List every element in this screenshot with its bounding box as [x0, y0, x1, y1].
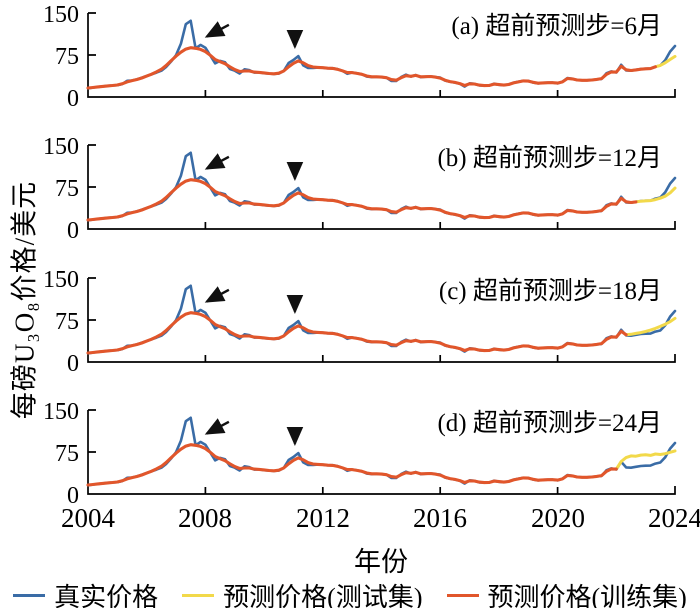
legend-label-train-pred: 预测价格(训练集) [487, 583, 687, 608]
test-prediction-swatch [182, 594, 215, 597]
y-tick-label: 0 [67, 218, 79, 244]
y-tick-label: 150 [43, 2, 79, 28]
panel-label: (a) 超前预测步=6月 [451, 12, 662, 40]
annotation-arrow-slant [204, 286, 230, 303]
y-tick-label: 150 [43, 267, 79, 293]
y-tick-label: 150 [43, 134, 79, 160]
train-prediction-line [86, 178, 638, 222]
x-tick-2012: 2012 [296, 503, 350, 533]
legend-label-actual: 真实价格 [54, 583, 159, 608]
y-tick-label: 75 [55, 44, 79, 70]
x-axis-title: 年份 [354, 547, 408, 577]
x-tick-2004: 2004 [61, 503, 115, 533]
axes [87, 144, 676, 230]
y-tick-label: 75 [55, 309, 79, 335]
y-tick-label: 0 [67, 483, 79, 509]
panel-b-chart: 0 75 150 (b) 超前预测步=12月 [43, 134, 677, 244]
panel-c-chart: 0 75 150 (c) 超前预测步=18月 [43, 267, 677, 377]
legend-label-test-pred: 预测价格(测试集) [223, 583, 423, 608]
legend-item-test-pred: 预测价格(测试集) [182, 577, 423, 608]
train-prediction-line [86, 443, 618, 487]
legend: 真实价格 预测价格(测试集) 预测价格(训练集) [0, 577, 700, 608]
axes [87, 12, 676, 98]
x-tick-2008: 2008 [178, 503, 232, 533]
y-tick-label: 0 [67, 86, 79, 112]
y-tick-label: 150 [43, 399, 79, 425]
x-tick-2020: 2020 [531, 503, 585, 533]
panel-a-chart: 0 75 150 (a) 超前预测步=6月 [43, 2, 677, 112]
x-tick-2016: 2016 [413, 503, 467, 533]
test-prediction-line [614, 449, 677, 471]
annotation-arrow-slant [204, 418, 230, 435]
panel-d-chart: 0 75 150 (d) 超前预测步=24月 [43, 399, 677, 509]
test-prediction-line [634, 186, 677, 204]
train-prediction-swatch [446, 594, 479, 597]
panel-label: (d) 超前预测步=24月 [437, 409, 662, 437]
test-prediction-line [653, 54, 677, 69]
y-tick-label: 75 [55, 176, 79, 202]
annotation-arrow-slant [204, 21, 230, 38]
x-tick-2024: 2024 [648, 503, 700, 533]
legend-item-actual: 真实价格 [13, 577, 158, 608]
panel-label: (c) 超前预测步=18月 [439, 277, 662, 305]
legend-item-train-pred: 预测价格(训练集) [446, 577, 687, 608]
train-prediction-line [86, 311, 628, 355]
actual-price-swatch [13, 594, 46, 597]
axes [87, 277, 676, 363]
y-tick-label: 75 [55, 441, 79, 467]
test-prediction-line [624, 316, 677, 337]
y-tick-label: 0 [67, 351, 79, 377]
annotation-arrow-slant [204, 153, 230, 170]
panel-label: (b) 超前预测步=12月 [437, 144, 662, 172]
train-prediction-line [86, 46, 657, 90]
axes [87, 409, 676, 495]
